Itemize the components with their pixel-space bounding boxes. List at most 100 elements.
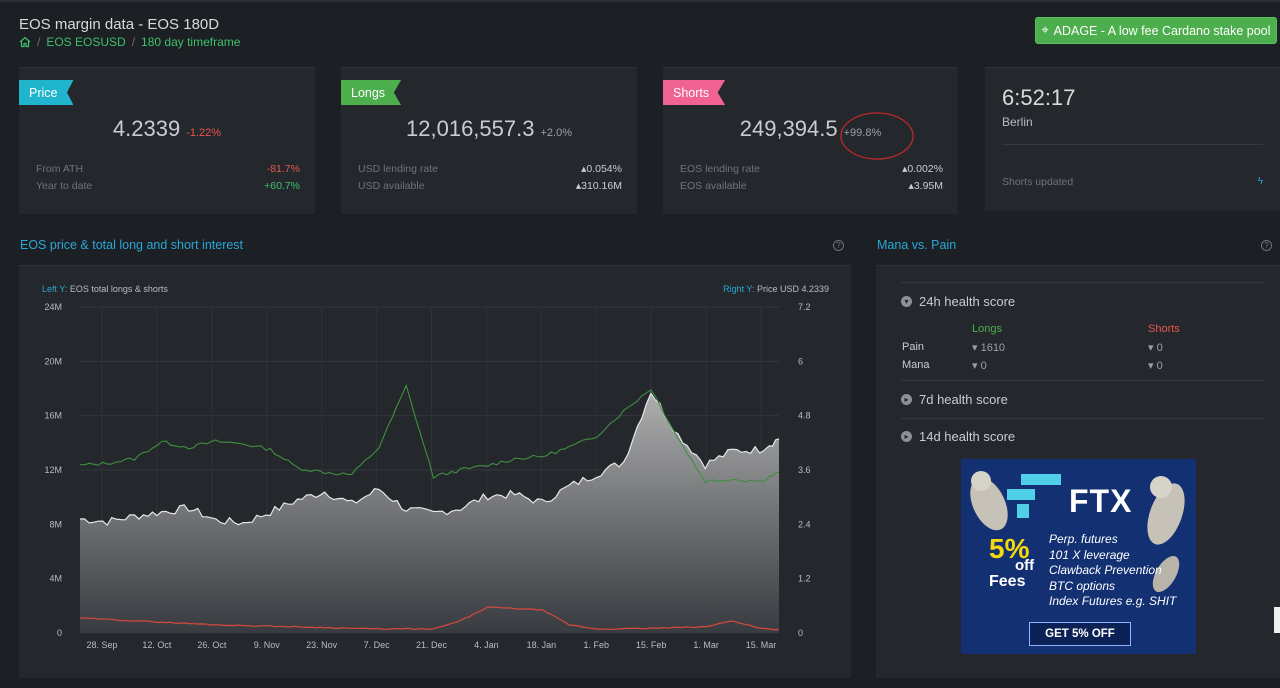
- usd-lending-label: USD lending rate: [358, 162, 438, 175]
- y-right-tick: 6: [798, 356, 803, 366]
- y-left-tick: 12M: [44, 465, 62, 475]
- x-tick: 4. Jan: [474, 640, 499, 650]
- y-right-tick: 7.2: [798, 302, 811, 312]
- breadcrumb: / EOS EOSUSD / 180 day timeframe: [19, 35, 240, 49]
- pain-shorts: ▾ 0: [1148, 341, 1163, 354]
- ytd-label: Year to date: [36, 179, 93, 192]
- right-axis-prefix: Right Y:: [723, 284, 755, 294]
- x-tick: 7. Dec: [364, 640, 391, 650]
- right-axis-caption: Right Y: Price USD 4.2339: [723, 284, 829, 294]
- mana-longs-value: 0: [980, 360, 987, 372]
- x-tick: 26. Oct: [197, 640, 227, 650]
- x-tick: 15. Mar: [746, 640, 777, 650]
- x-tick: 21. Dec: [416, 640, 448, 650]
- ad-line: Index Futures e.g. SHIT: [1049, 594, 1177, 608]
- eos-available-label: EOS available: [680, 179, 747, 192]
- usd-lending-value: 0.054%: [586, 162, 622, 175]
- side-scroll-tab[interactable]: [1274, 607, 1280, 633]
- pain-longs-value: 1610: [980, 342, 1006, 354]
- ad-feature-list: Perp. futures 101 X leverage Clawback Pr…: [1049, 532, 1176, 610]
- usd-available-row: USD available ▴310.16M: [358, 177, 622, 194]
- breadcrumb-pair-link[interactable]: EOS EOSUSD: [46, 35, 126, 49]
- shorts-value-block: 249,394.5 +99.8%: [663, 116, 958, 142]
- health-7d-toggle[interactable]: ▸ 7d health score: [901, 392, 1008, 407]
- shorts-line: [79, 606, 780, 631]
- mana-shorts-value: 0: [1156, 360, 1163, 372]
- pain-longs: ▾ 1610: [972, 341, 1005, 354]
- up-caret-icon: ▴: [581, 162, 587, 175]
- longs-tag: Longs: [341, 80, 402, 105]
- health-panel: ▾ 24h health score Longs Shorts Pain Man…: [876, 265, 1280, 678]
- x-tick: 23. Nov: [306, 640, 338, 650]
- divider: [901, 380, 1264, 381]
- y-right-tick: 2.4: [798, 519, 811, 529]
- eos-available-value: 3.95M: [913, 179, 943, 192]
- price-tag: Price: [19, 80, 74, 105]
- price-value: 4.2339: [112, 116, 181, 141]
- longs-card: Longs 12,016,557.3 +2.0% USD lending rate…: [341, 67, 637, 214]
- shorts-tag: Shorts: [663, 80, 726, 105]
- up-caret-icon: ▴: [908, 179, 914, 192]
- usd-available-value: 310.16M: [581, 179, 622, 192]
- up-caret-icon: ▴: [902, 162, 908, 175]
- x-tick: 1. Mar: [693, 640, 719, 650]
- ad-fees: Fees: [989, 573, 1026, 590]
- ftx-ad-banner[interactable]: FTX 5% off Fees Perp. futures 101 X leve…: [961, 459, 1196, 654]
- top-border: [0, 0, 1280, 2]
- x-tick: 9. Nov: [254, 640, 281, 650]
- y-left-tick: 20M: [44, 356, 62, 366]
- breadcrumb-separator: /: [131, 35, 136, 49]
- interest-chart[interactable]: 24M 7.2 20M 6 16M 4.8 12M 3.6 8M 2.4 4M 1.2 0 0 28. Se…: [19, 266, 851, 679]
- price-card: Price 4.2339 -1.22% From ATH -81.7% Year t…: [19, 67, 315, 214]
- x-tick: 12. Oct: [142, 640, 172, 650]
- adage-promo-button[interactable]: ⌖ ADAGE - A low fee Cardano stake pool: [1035, 17, 1277, 44]
- help-icon[interactable]: ?: [833, 240, 844, 251]
- chart-section-title: EOS price & total long and short interes…: [20, 238, 244, 252]
- shorts-change: +99.8%: [843, 127, 882, 139]
- breadcrumb-separator: /: [37, 35, 41, 49]
- eos-lending-row: EOS lending rate ▴0.002%: [680, 160, 943, 177]
- caret-down-icon: ▾: [1148, 360, 1157, 372]
- x-tick: 28. Sep: [86, 640, 117, 650]
- x-tick: 18. Jan: [527, 640, 557, 650]
- ytd-value: +60.7%: [264, 179, 300, 192]
- mana-longs: ▾ 0: [972, 359, 987, 372]
- left-axis-prefix: Left Y:: [42, 284, 68, 294]
- from-ath-label: From ATH: [36, 162, 84, 175]
- usd-available-label: USD available: [358, 179, 425, 192]
- ad-line: Perp. futures: [1049, 532, 1118, 546]
- longs-area: [80, 393, 779, 633]
- promo-label: ADAGE - A low fee Cardano stake pool: [1053, 23, 1271, 38]
- clock-time: 6:52:17: [1002, 85, 1076, 110]
- longs-value-block: 12,016,557.3 +2.0%: [341, 116, 637, 142]
- caret-down-icon: ▾: [1148, 342, 1157, 354]
- breadcrumb-timeframe-link[interactable]: 180 day timeframe: [141, 35, 241, 49]
- eos-lending-value: 0.002%: [907, 162, 943, 175]
- ad-cta-button[interactable]: GET 5% OFF: [1029, 622, 1131, 646]
- longs-change: +2.0%: [540, 127, 572, 139]
- shorts-card: Shorts 249,394.5 +99.8% EOS lending rate ▴…: [663, 67, 958, 214]
- ad-brand: FTX: [1069, 483, 1133, 519]
- divider: [901, 418, 1264, 419]
- shorts-value: 249,394.5: [739, 116, 838, 141]
- bolt-icon: ϟ: [1257, 176, 1263, 187]
- divider: [901, 282, 1264, 283]
- y-left-tick: 4M: [49, 574, 62, 584]
- health-24h-toggle[interactable]: ▾ 24h health score: [901, 294, 1015, 309]
- health-14d-label: 14d health score: [919, 429, 1016, 444]
- ad-percent: 5%: [989, 533, 1030, 564]
- y-left-tick: 16M: [44, 411, 62, 421]
- chart-panel: Left Y: EOS total longs & shorts Right Y…: [19, 265, 851, 678]
- y-left-tick: 24M: [44, 302, 62, 312]
- pain-shorts-value: 0: [1156, 342, 1163, 354]
- health-14d-toggle[interactable]: ▸ 14d health score: [901, 429, 1015, 444]
- x-tick: 15. Feb: [636, 640, 667, 650]
- chevron-down-icon: ▾: [901, 296, 912, 307]
- caret-down-icon: ▾: [972, 360, 981, 372]
- home-icon[interactable]: [19, 36, 31, 48]
- chevron-right-icon: ▸: [901, 431, 912, 442]
- usd-lending-row: USD lending rate ▴0.054%: [358, 160, 622, 177]
- clock-card: 6:52:17 Berlin Shorts updated ϟ: [985, 67, 1280, 211]
- ad-line: Clawback Prevention: [1049, 563, 1162, 577]
- help-icon[interactable]: ?: [1261, 240, 1272, 251]
